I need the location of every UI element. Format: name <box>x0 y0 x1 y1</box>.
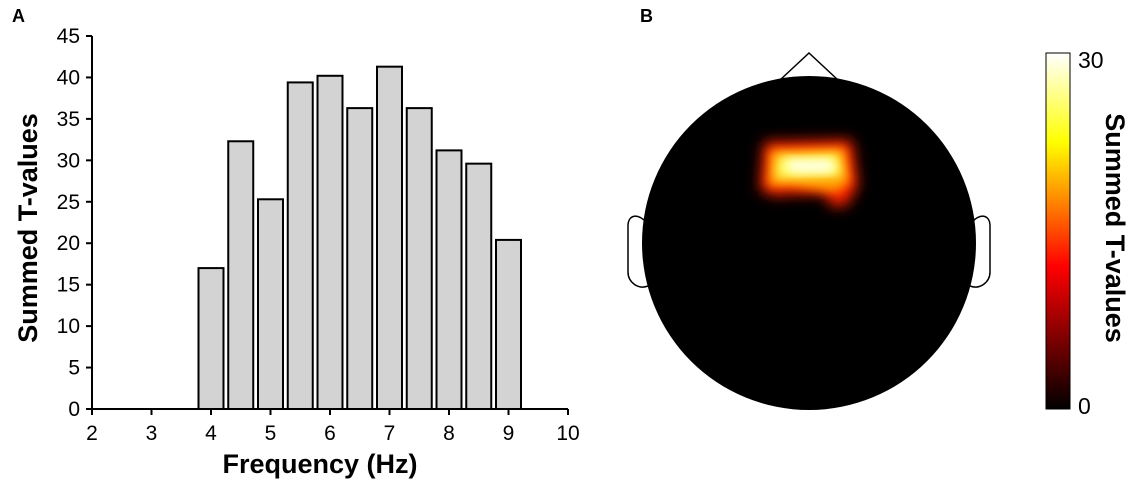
panel-a-letter: A <box>12 6 25 26</box>
colorbar-title: Summed T-values <box>1100 113 1130 343</box>
y-tick-label: 45 <box>57 25 80 48</box>
y-tick-label: 10 <box>57 315 80 338</box>
x-axis-title: Frequency (Hz) <box>222 449 417 479</box>
x-ticks-group: 2 3 4 5 6 7 8 9 10 <box>86 409 580 445</box>
bar-8.5 <box>465 162 493 410</box>
y-tick-label: 15 <box>57 274 80 297</box>
bar-7.5 <box>405 107 433 410</box>
y-tick-label: 30 <box>57 149 80 172</box>
bars-group <box>197 65 522 411</box>
right-ear-outline <box>969 215 991 288</box>
bar-5.5 <box>286 81 314 410</box>
x-tick-label: 6 <box>324 422 336 445</box>
hotspot <box>760 140 858 206</box>
x-tick-label: 3 <box>146 422 158 445</box>
x-tick-label: 8 <box>443 422 455 445</box>
bar-5 <box>257 198 284 410</box>
bar-4 <box>197 267 225 411</box>
colorbar-max-label: 30 <box>1078 47 1104 73</box>
x-tick-label: 9 <box>503 422 515 445</box>
x-tick-label: 7 <box>384 422 396 445</box>
bar-8 <box>435 149 463 411</box>
bar-4.5 <box>227 140 255 410</box>
head-disc <box>642 76 976 410</box>
colorbar-min-label: 0 <box>1078 393 1091 419</box>
y-tick-label: 5 <box>68 357 80 380</box>
y-tick-label: 0 <box>68 398 80 421</box>
bar-7 <box>376 65 403 411</box>
bar-9 <box>495 238 522 410</box>
y-tick-label: 35 <box>57 108 80 131</box>
y-tick-label: 20 <box>57 232 80 255</box>
x-tick-label: 2 <box>86 422 98 445</box>
y-tick-label: 25 <box>57 191 80 214</box>
bar-6.5 <box>346 107 374 410</box>
nose-outline <box>779 51 839 81</box>
panel-b-letter: B <box>640 6 653 26</box>
y-axis-title: Summed T-values <box>13 113 43 343</box>
y-ticks-group: 0 5 10 15 20 25 30 35 40 45 <box>57 25 92 421</box>
colorbar <box>1045 52 1071 410</box>
x-tick-label: 4 <box>205 422 217 445</box>
x-tick-label: 10 <box>556 422 579 445</box>
x-tick-label: 5 <box>265 422 277 445</box>
y-tick-label: 40 <box>57 66 80 89</box>
bar-6 <box>316 74 344 411</box>
left-ear-outline <box>627 215 649 288</box>
